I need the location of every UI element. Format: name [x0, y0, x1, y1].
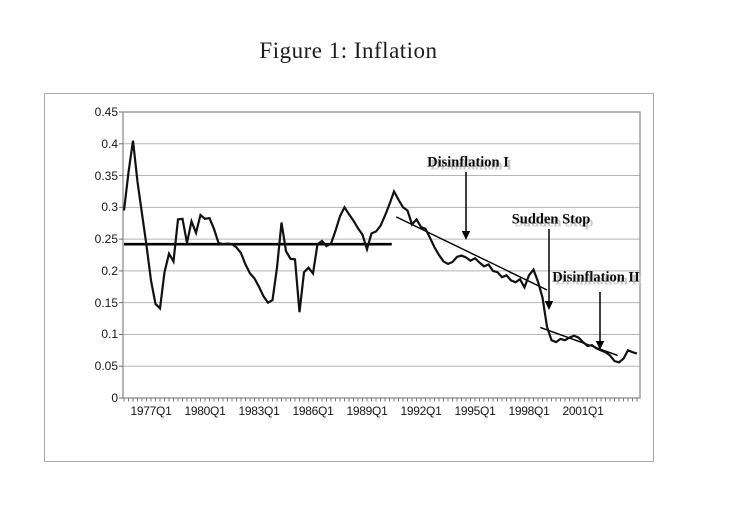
y-tick-label: 0.2: [101, 263, 118, 278]
x-tick-label: 1983Q1: [238, 404, 280, 418]
annotation-disinflation-2: Disinflation II: [552, 269, 640, 286]
x-tick-label: 2001Q1: [562, 404, 604, 418]
x-tick-label: 1992Q1: [400, 404, 442, 418]
x-tick-label: 1989Q1: [346, 404, 388, 418]
x-tick-label: 1998Q1: [508, 404, 550, 418]
arrow-down-icon: [595, 341, 605, 350]
inflation-series-line: [122, 140, 638, 364]
x-tick-label: 1980Q1: [184, 404, 226, 418]
disinflation-1-trend: [395, 216, 548, 291]
annotation-sudden-stop: Sudden Stop: [511, 211, 591, 228]
arrow-down-icon: [544, 301, 554, 310]
y-tick-label: 0.4: [101, 136, 118, 151]
y-tick-label: 0.05: [94, 359, 118, 374]
x-tick-label: 1995Q1: [454, 404, 496, 418]
annotation-disinflation-1: Disinflation I: [427, 154, 509, 171]
x-tick-label: 1986Q1: [292, 404, 334, 418]
y-tick-label: 0: [111, 391, 118, 405]
plot-area-border: [122, 111, 641, 399]
x-tick-label: 1977Q1: [130, 404, 172, 418]
y-tick-label: 0.3: [101, 200, 118, 215]
y-tick-label: 0.45: [94, 105, 118, 119]
figure-title: Figure 1: Inflation: [259, 38, 438, 63]
y-tick-label: 0.35: [94, 168, 118, 183]
y-tick-label: 0.25: [94, 232, 118, 247]
arrow-down-icon: [461, 231, 471, 240]
y-tick-label: 0.1: [101, 327, 118, 342]
y-tick-label: 0.15: [94, 295, 118, 310]
